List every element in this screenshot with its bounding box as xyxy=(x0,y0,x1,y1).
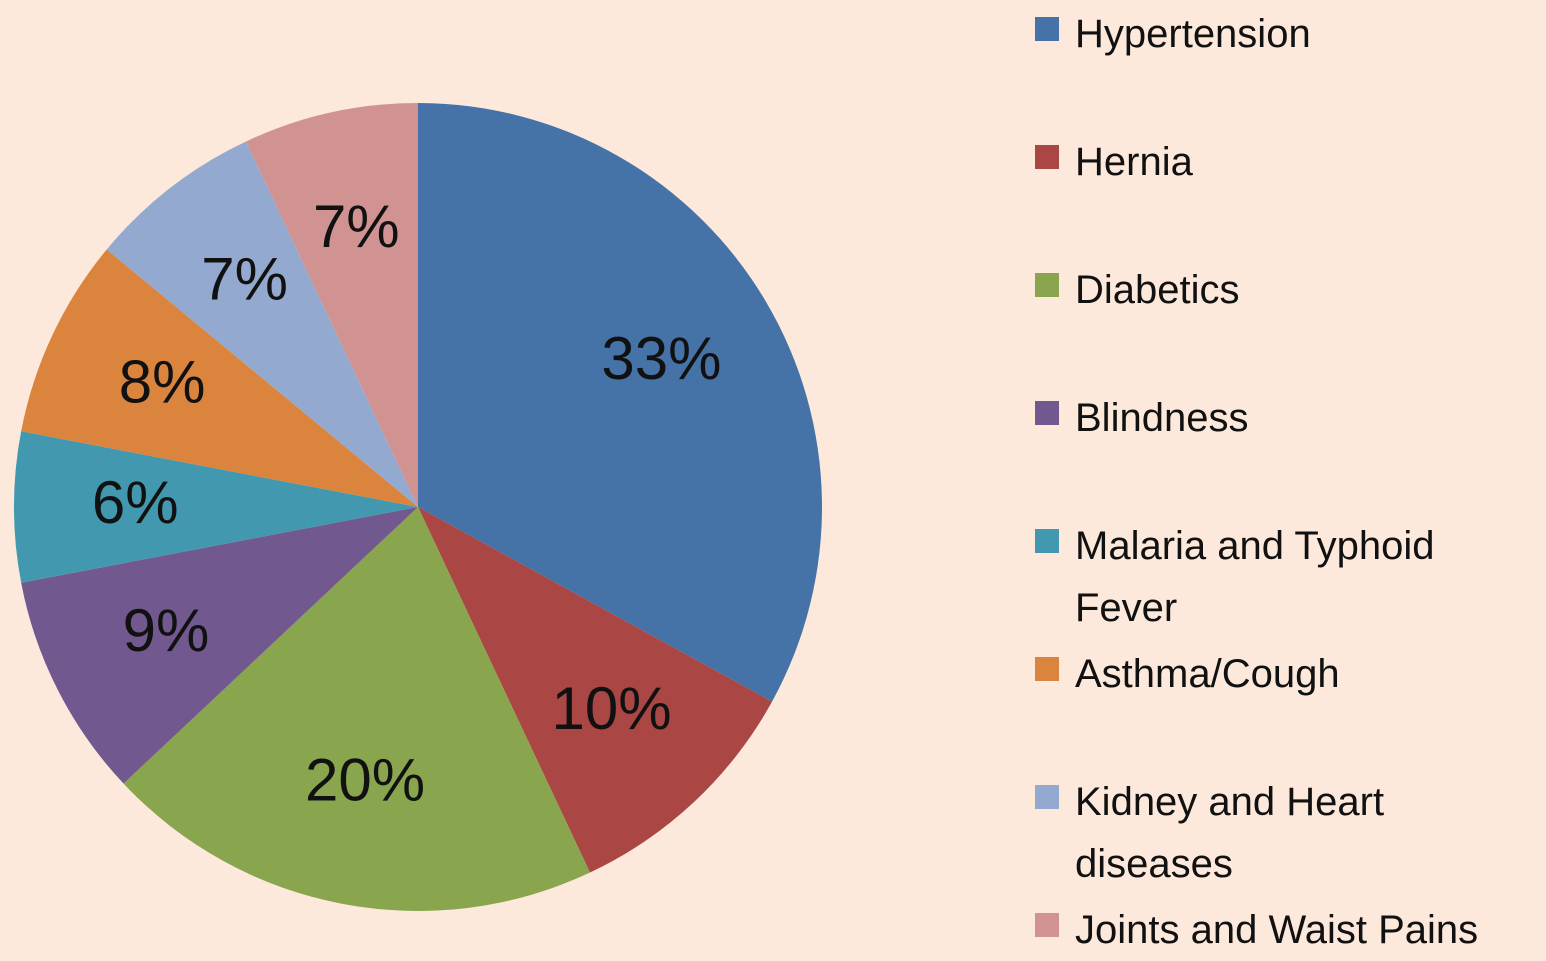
pie-slice xyxy=(245,103,418,507)
legend-item: Kidney and Heart diseases xyxy=(1035,771,1515,895)
legend-item: Diabetics xyxy=(1035,259,1515,321)
data-label: 33% xyxy=(601,325,721,392)
legend-swatch xyxy=(1035,529,1059,553)
pie-slice xyxy=(21,507,419,784)
chart: 33% 10% 20% 9% 6% 8% 7% 7% xyxy=(14,103,822,911)
legend-item: Hypertension xyxy=(1035,3,1515,65)
legend-swatch xyxy=(1035,401,1059,425)
legend-item: Asthma/Cough xyxy=(1035,643,1515,705)
legend-label: Diabetics xyxy=(1075,268,1240,312)
legend-swatch xyxy=(1035,273,1059,297)
legend-label: Asthma/Cough xyxy=(1075,652,1340,696)
legend-label: Blindness xyxy=(1075,396,1249,440)
pie-slice xyxy=(106,141,418,507)
legend-label: Hypertension xyxy=(1075,12,1311,56)
legend-item: Blindness xyxy=(1035,387,1515,449)
legend-item: Hernia xyxy=(1035,131,1515,193)
data-label: 20% xyxy=(305,747,425,814)
data-label: 8% xyxy=(119,348,206,415)
legend-item: Malaria and Typhoid Fever xyxy=(1035,515,1515,639)
legend-swatch xyxy=(1035,17,1059,41)
legend-label: Hernia xyxy=(1075,140,1193,184)
legend-label: Kidney and Heart diseases xyxy=(1075,780,1385,886)
pie-slice xyxy=(123,507,591,911)
legend-swatch xyxy=(1035,785,1059,809)
data-label: 7% xyxy=(201,245,288,312)
pie-slice xyxy=(418,507,773,873)
pie-slice xyxy=(418,103,822,702)
data-label: 7% xyxy=(313,193,400,260)
legend-swatch xyxy=(1035,913,1059,937)
legend-item: Joints and Waist Pains xyxy=(1035,899,1515,961)
legend-label: Joints and Waist Pains xyxy=(1075,908,1479,952)
legend-swatch xyxy=(1035,657,1059,681)
data-label: 10% xyxy=(552,675,672,742)
data-label: 6% xyxy=(92,469,179,536)
pie-slice xyxy=(21,249,419,507)
legend-swatch xyxy=(1035,145,1059,169)
data-label: 9% xyxy=(123,597,210,664)
legend-label: Malaria and Typhoid Fever xyxy=(1075,524,1435,630)
pie-slice xyxy=(14,431,419,583)
